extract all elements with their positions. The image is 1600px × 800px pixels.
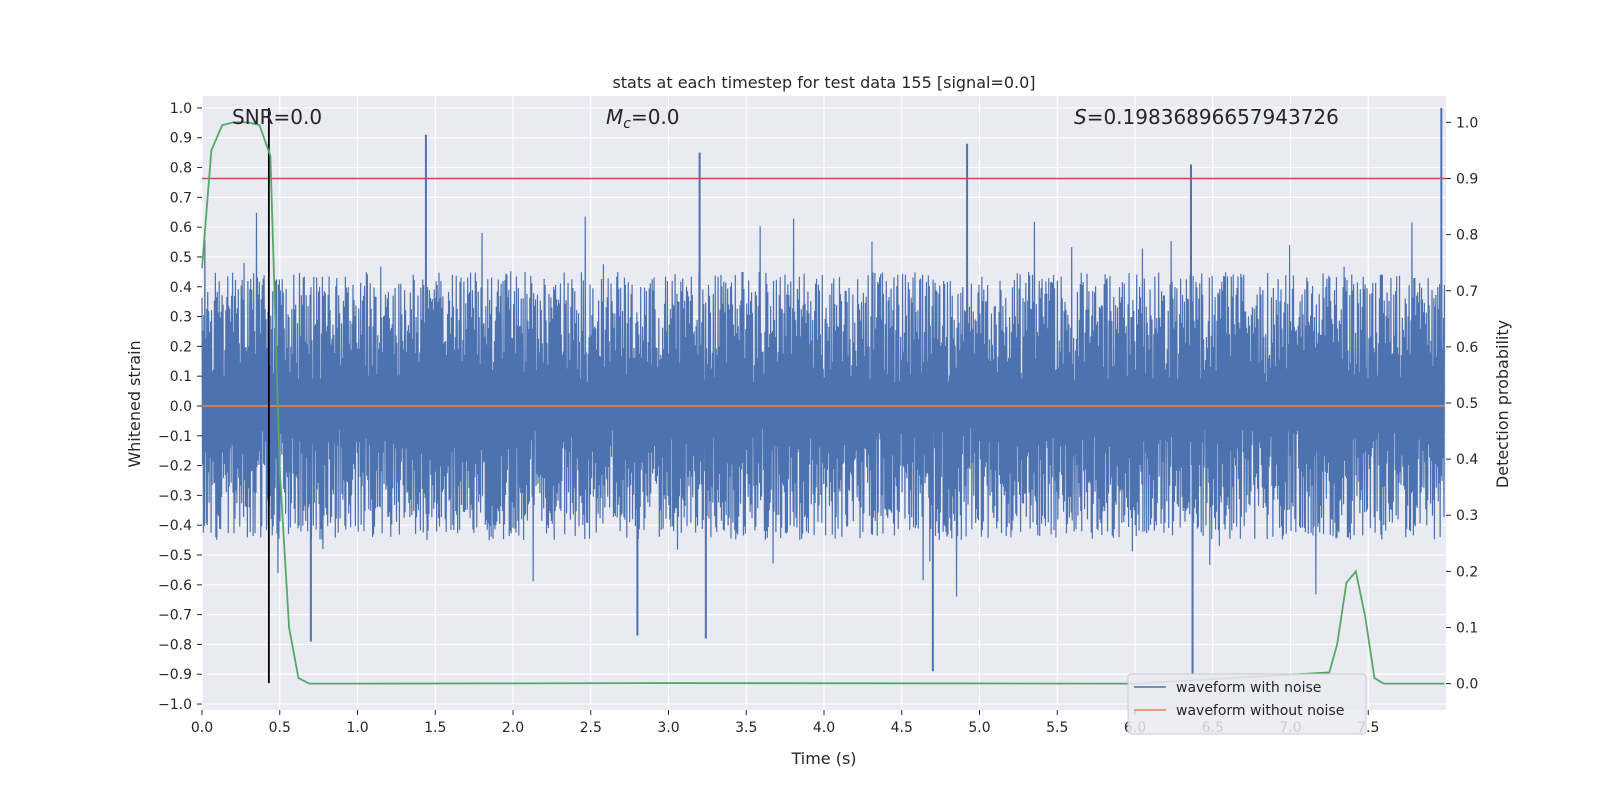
x-tick-label: 1.0 — [346, 720, 368, 736]
y2-tick-label: 0.3 — [1456, 508, 1478, 524]
y-tick-label: 0.2 — [170, 339, 192, 355]
y-tick-label: −0.6 — [158, 578, 192, 594]
noise-waveform-line — [201, 212, 1446, 597]
y-tick-label: −0.1 — [158, 429, 192, 445]
y-tick-label: −0.7 — [158, 608, 192, 624]
x-tick-label: 5.5 — [1046, 720, 1068, 736]
y-axis-label: Whitened strain — [125, 340, 144, 467]
y-tick-label: 0.0 — [170, 399, 192, 415]
y-tick-label: −0.4 — [158, 518, 192, 534]
y-tick-label: 0.8 — [170, 161, 192, 177]
y2-tick-label: 1.0 — [1456, 115, 1478, 131]
y2-tick-label: 0.4 — [1456, 452, 1478, 468]
chirp-mass-annotation: Mc=0.0 — [606, 105, 680, 132]
x-tick-label: 3.0 — [657, 720, 679, 736]
y2-tick-label: 0.0 — [1456, 677, 1478, 693]
x-tick-label: 4.5 — [891, 720, 913, 736]
y-tick-label: 0.9 — [170, 131, 192, 147]
snr-annotation: SNR=0.0 — [232, 105, 322, 129]
x-tick-label: 0.0 — [191, 720, 213, 736]
y-tick-label: −0.9 — [158, 667, 192, 683]
y-tick-label: 0.3 — [170, 310, 192, 326]
y-tick-label: −0.5 — [158, 548, 192, 564]
waveform-with-noise-series — [201, 107, 1446, 675]
x-tick-label: 5.0 — [968, 720, 990, 736]
x-tick-label: 0.5 — [269, 720, 291, 736]
x-tick-label: 2.0 — [502, 720, 524, 736]
y2-tick-label: 0.1 — [1456, 620, 1478, 636]
y2-tick-label: 0.8 — [1456, 228, 1478, 244]
legend-label-noise: waveform with noise — [1176, 680, 1321, 696]
x-tick-label: 1.5 — [424, 720, 446, 736]
y-axis-ticks: 1.0 0.9 0.8 0.7 0.6 0.5 0.4 0.3 0.2 0.1 0.0 −0.1 −0.… — [158, 101, 202, 713]
y-tick-label: 1.0 — [170, 101, 192, 117]
y2-axis-ticks: 1.0 0.9 0.8 0.7 0.6 0.5 0.4 0.3 0.2 0.1 0.0 — [1446, 115, 1478, 693]
y2-tick-label: 0.6 — [1456, 340, 1478, 356]
y2-tick-label: 0.5 — [1456, 396, 1478, 412]
detection-probability-line — [201, 121, 1445, 685]
x-tick-label: 4.0 — [813, 720, 835, 736]
y-tick-label: −1.0 — [158, 697, 192, 713]
y2-tick-label: 0.2 — [1456, 564, 1478, 580]
y-tick-label: 0.5 — [170, 250, 192, 266]
x-tick-label: 2.5 — [580, 720, 602, 736]
x-tick-label: 3.5 — [735, 720, 757, 736]
y-tick-label: −0.2 — [158, 459, 192, 475]
y-tick-label: 0.1 — [170, 369, 192, 385]
legend-label-clean: waveform without noise — [1176, 703, 1344, 719]
chart-title: stats at each timestep for test data 155… — [612, 73, 1035, 92]
y-tick-label: −0.3 — [158, 488, 192, 504]
y2-tick-label: 0.9 — [1456, 172, 1478, 188]
y-tick-label: 0.6 — [170, 220, 192, 236]
detection-probability-series — [201, 121, 1445, 685]
y-tick-label: 0.7 — [170, 190, 192, 206]
legend: waveform with noise waveform without noi… — [1127, 673, 1367, 735]
y-tick-label: −0.8 — [158, 637, 192, 653]
y-tick-label: 0.4 — [170, 280, 192, 296]
legend-box — [1127, 673, 1367, 735]
y2-tick-label: 0.7 — [1456, 284, 1478, 300]
y2-axis-label: Detection probability — [1493, 320, 1512, 488]
x-axis-label: Time (s) — [790, 749, 856, 768]
score-annotation: S=0.19836896657943726 — [1074, 105, 1339, 129]
